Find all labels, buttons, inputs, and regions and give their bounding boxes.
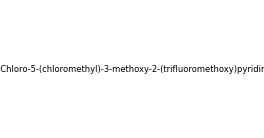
Text: 4-Chloro-5-(chloromethyl)-3-methoxy-2-(trifluoromethoxy)pyridine: 4-Chloro-5-(chloromethyl)-3-methoxy-2-(t… xyxy=(0,64,264,74)
